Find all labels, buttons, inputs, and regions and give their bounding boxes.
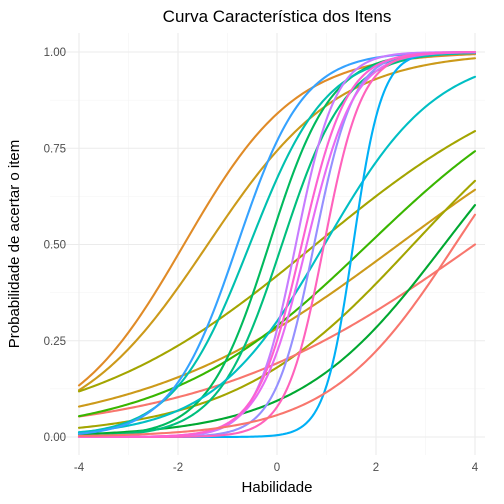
y-tick-label: 0.75 bbox=[44, 143, 66, 155]
y-tick-label: 1.00 bbox=[44, 47, 66, 59]
x-tick-label: -4 bbox=[74, 462, 85, 474]
x-tick-label: 2 bbox=[373, 462, 379, 474]
icc-curve-12 bbox=[77, 75, 477, 434]
y-tick-label: 0.50 bbox=[44, 240, 66, 252]
x-tick-labels: -4 -2 0 2 4 bbox=[74, 462, 479, 474]
y-axis-title: Probabilidade de acertar o item bbox=[6, 140, 23, 348]
icc-curve-4 bbox=[77, 130, 477, 393]
x-tick-label: 0 bbox=[274, 462, 280, 474]
icc-curve-5 bbox=[77, 179, 477, 429]
y-tick-label: 0.00 bbox=[44, 432, 66, 444]
y-tick-labels: 0.00 0.25 0.50 0.75 1.00 bbox=[44, 47, 66, 444]
x-tick-label: 4 bbox=[472, 462, 479, 474]
icc-curve-19 bbox=[77, 51, 477, 439]
icc-curve-2 bbox=[77, 57, 477, 392]
curves bbox=[77, 51, 477, 439]
y-tick-label: 0.25 bbox=[44, 336, 66, 348]
icc-curve-20 bbox=[77, 213, 477, 438]
x-tick-label: -2 bbox=[173, 462, 183, 474]
chart-title: Curva Característica dos Itens bbox=[163, 7, 392, 26]
x-axis-title: Habilidade bbox=[242, 479, 313, 496]
